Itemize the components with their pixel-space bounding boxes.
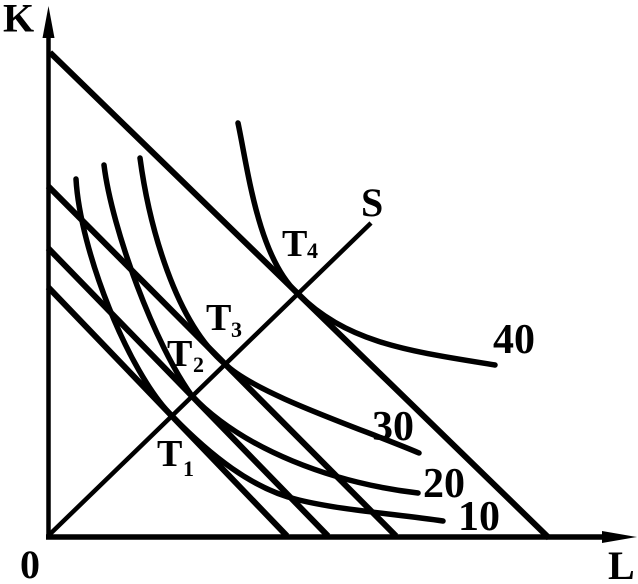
svg-text:20: 20 bbox=[423, 461, 465, 507]
svg-text:K: K bbox=[3, 0, 34, 41]
svg-text:10: 10 bbox=[458, 494, 500, 540]
svg-text:30: 30 bbox=[372, 404, 414, 450]
svg-text:T: T bbox=[282, 223, 307, 265]
svg-text:T: T bbox=[157, 433, 182, 475]
svg-text:3: 3 bbox=[231, 317, 242, 342]
svg-text:40: 40 bbox=[493, 317, 535, 363]
svg-text:2: 2 bbox=[193, 352, 204, 377]
svg-text:L: L bbox=[608, 543, 635, 584]
svg-text:1: 1 bbox=[183, 456, 194, 481]
svg-text:0: 0 bbox=[20, 542, 40, 584]
svg-text:T: T bbox=[206, 297, 231, 339]
svg-text:4: 4 bbox=[307, 238, 318, 263]
svg-text:T: T bbox=[167, 333, 192, 375]
svg-text:S: S bbox=[361, 180, 383, 225]
